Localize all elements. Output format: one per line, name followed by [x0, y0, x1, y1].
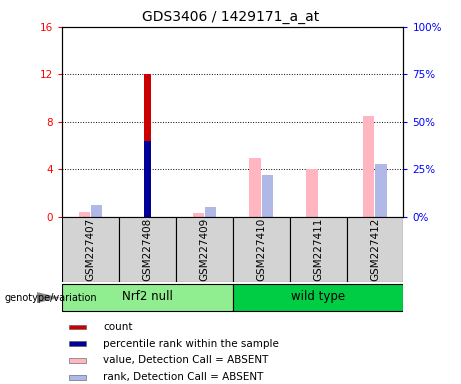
Bar: [69, 358, 86, 363]
Bar: [233, 217, 290, 282]
Text: rank, Detection Call = ABSENT: rank, Detection Call = ABSENT: [103, 372, 264, 382]
Bar: [62, 217, 119, 282]
Text: GSM227410: GSM227410: [256, 218, 266, 281]
Text: percentile rank within the sample: percentile rank within the sample: [103, 339, 279, 349]
Bar: [347, 217, 403, 282]
Text: GSM227407: GSM227407: [86, 218, 96, 281]
Bar: [144, 74, 151, 217]
Text: GSM227408: GSM227408: [142, 218, 153, 281]
Bar: [306, 169, 318, 217]
Bar: [144, 141, 151, 217]
Bar: [79, 212, 90, 217]
Text: GSM227412: GSM227412: [370, 218, 380, 281]
Bar: [69, 324, 86, 329]
Bar: [62, 284, 233, 311]
Bar: [375, 164, 387, 217]
Bar: [119, 217, 176, 282]
Bar: [363, 116, 374, 217]
Bar: [69, 341, 86, 346]
Text: value, Detection Call = ABSENT: value, Detection Call = ABSENT: [103, 356, 269, 366]
Polygon shape: [37, 292, 60, 303]
Bar: [176, 217, 233, 282]
Bar: [69, 375, 86, 380]
Bar: [205, 207, 216, 217]
Bar: [91, 205, 102, 217]
Text: count: count: [103, 322, 133, 332]
Text: genotype/variation: genotype/variation: [5, 293, 97, 303]
Bar: [262, 175, 273, 217]
Bar: [290, 217, 347, 282]
Bar: [249, 157, 261, 217]
Text: wild type: wild type: [291, 290, 345, 303]
Text: GSM227411: GSM227411: [313, 218, 323, 281]
Text: Nrf2 null: Nrf2 null: [122, 290, 173, 303]
Bar: [233, 284, 403, 311]
Text: GDS3406 / 1429171_a_at: GDS3406 / 1429171_a_at: [142, 10, 319, 23]
Bar: [193, 214, 204, 217]
Text: GSM227409: GSM227409: [199, 218, 209, 281]
